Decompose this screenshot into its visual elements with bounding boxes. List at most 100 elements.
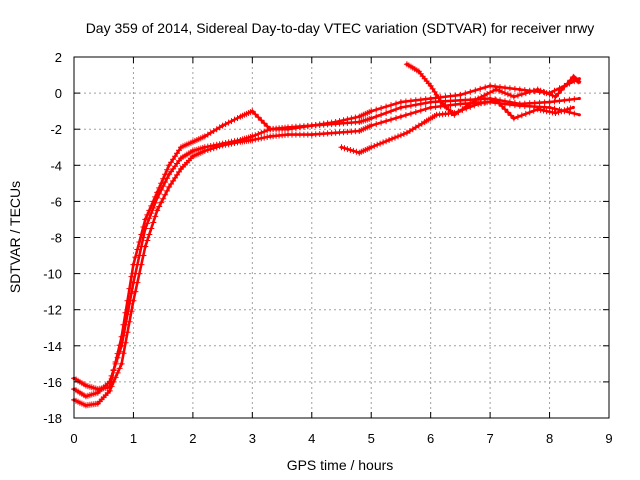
data-point	[96, 402, 100, 406]
data-point	[548, 100, 552, 104]
data-point	[286, 133, 290, 137]
series-track-3	[71, 77, 581, 393]
y-tick-label: -4	[50, 158, 62, 173]
data-point	[250, 138, 254, 142]
data-point	[405, 62, 409, 66]
data-point	[268, 127, 272, 131]
y-tick-label: 2	[55, 50, 62, 65]
data-point	[387, 138, 391, 142]
data-point	[494, 87, 498, 92]
x-tick-label: 5	[368, 431, 375, 446]
data-point	[155, 208, 159, 212]
data-point	[553, 95, 558, 99]
data-point	[221, 143, 225, 147]
y-tick-label: -6	[50, 194, 62, 209]
data-point	[369, 109, 373, 113]
data-point	[108, 389, 112, 393]
data-point	[357, 115, 361, 119]
data-point	[553, 111, 558, 115]
data-point	[435, 113, 439, 117]
data-point	[167, 172, 171, 176]
data-point	[458, 98, 462, 102]
x-tick-label: 2	[189, 431, 196, 446]
data-point	[488, 84, 492, 88]
data-point	[518, 87, 522, 92]
data-point	[577, 80, 581, 84]
data-point	[238, 115, 242, 119]
data-point	[512, 95, 516, 99]
data-point	[357, 129, 361, 133]
x-tick-label: 0	[70, 431, 77, 446]
x-tick-label: 6	[427, 431, 434, 446]
data-point	[310, 124, 314, 128]
data-point	[191, 140, 195, 144]
data-point	[131, 263, 135, 267]
y-tick-label: -2	[50, 122, 62, 137]
y-tick-label: -18	[43, 411, 62, 426]
data-point	[334, 120, 338, 124]
y-axis-title: SDTVAR / TECUs	[7, 181, 23, 293]
data-point	[108, 385, 112, 389]
data-point	[518, 104, 522, 108]
x-tick-label: 9	[605, 431, 612, 446]
data-point	[143, 226, 147, 231]
data-point	[536, 87, 540, 92]
data-point	[423, 120, 427, 124]
x-tick-label: 4	[308, 431, 315, 446]
data-point	[405, 131, 409, 135]
data-point	[369, 124, 373, 128]
y-tick-labels: -18 -16 -14 -12 -10 -8 -6 -4 -2 0 2	[43, 50, 62, 426]
data-point	[310, 133, 314, 137]
x-tick-label: 3	[249, 431, 256, 446]
data-point	[84, 394, 88, 398]
x-axis-title: GPS time / hours	[287, 457, 394, 473]
data-point	[120, 362, 124, 366]
data-point	[476, 96, 480, 101]
data-point	[120, 335, 124, 339]
chart-title: Day 359 of 2014, Sidereal Day-to-day VTE…	[86, 20, 595, 36]
data-point	[84, 403, 88, 407]
y-tick-label: 0	[55, 86, 62, 101]
data-point	[571, 75, 575, 79]
data-point	[357, 151, 361, 155]
data-point	[458, 102, 462, 106]
data-point	[577, 96, 581, 101]
data-point	[250, 134, 254, 138]
y-tick-label: -10	[43, 267, 62, 282]
data-point	[512, 116, 516, 120]
data-point	[203, 145, 207, 149]
data-point	[334, 131, 338, 135]
y-tick-label: -16	[43, 375, 62, 390]
y-tick-label: -12	[43, 303, 62, 318]
data-point	[179, 145, 183, 149]
data-point	[143, 217, 147, 221]
data-point	[131, 299, 135, 303]
data-point	[268, 134, 272, 138]
data-point	[429, 105, 433, 110]
x-tick-labels: 0 1 2 3 4 5 6 7 8 9	[70, 431, 612, 446]
data-point	[429, 84, 433, 88]
data-point	[221, 124, 225, 128]
data-point	[286, 127, 290, 131]
data-point	[476, 102, 480, 106]
data-point	[548, 105, 552, 110]
series-group	[71, 61, 582, 409]
data-point	[429, 100, 433, 104]
data-point	[167, 185, 171, 189]
data-point	[399, 100, 403, 104]
data-point	[203, 134, 207, 138]
data-point	[179, 167, 183, 171]
data-point	[191, 149, 195, 153]
data-point	[369, 116, 373, 120]
ticks	[73, 56, 610, 419]
data-point	[369, 145, 373, 149]
data-point	[452, 113, 456, 117]
data-point	[238, 140, 242, 144]
x-tick-label: 8	[546, 431, 553, 446]
data-point	[167, 163, 171, 167]
x-tick-label: 1	[130, 431, 137, 446]
data-point	[179, 156, 183, 160]
data-point	[399, 105, 403, 110]
